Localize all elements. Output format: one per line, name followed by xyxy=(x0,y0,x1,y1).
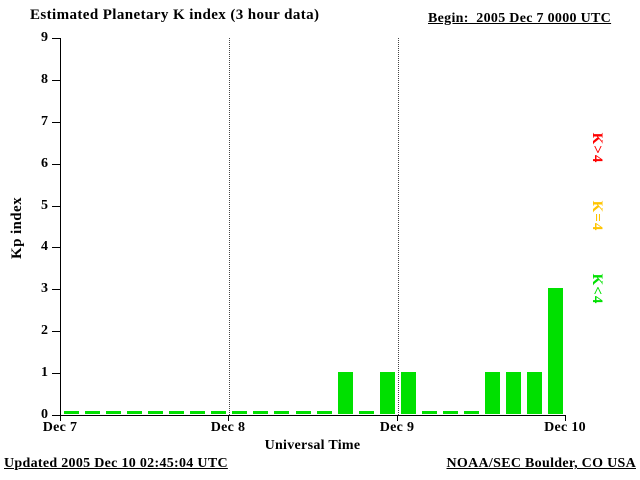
legend-k-gt-4: K>4 xyxy=(589,132,605,164)
kp-bar xyxy=(316,411,332,414)
kp-bar xyxy=(106,411,122,414)
y-tick xyxy=(52,247,60,248)
x-tick xyxy=(397,416,398,421)
x-tick-label: Dec 9 xyxy=(379,420,415,435)
y-tick-label: 6 xyxy=(41,156,48,171)
kp-bar xyxy=(358,411,374,414)
y-tick xyxy=(52,164,60,165)
y-tick-label: 5 xyxy=(41,198,48,213)
kp-bar xyxy=(190,411,206,414)
y-tick-label: 3 xyxy=(41,281,48,296)
legend-k-eq-4: K=4 xyxy=(589,200,605,232)
x-tick-label: Dec 8 xyxy=(210,420,246,435)
y-tick xyxy=(52,80,60,81)
kp-bar xyxy=(148,411,164,414)
kp-bar xyxy=(421,411,437,414)
kp-bar xyxy=(169,411,185,414)
kp-bar xyxy=(127,411,143,414)
x-tick xyxy=(565,416,566,421)
kp-bar xyxy=(337,372,353,414)
kp-bar xyxy=(548,288,563,414)
kp-bar xyxy=(526,372,542,414)
kp-bar xyxy=(232,411,248,414)
y-tick xyxy=(52,38,60,39)
kp-bar xyxy=(484,372,500,414)
kp-bar xyxy=(253,411,269,414)
kp-bar xyxy=(211,411,227,414)
legend-k-lt-4: K<4 xyxy=(589,273,605,305)
x-tick xyxy=(228,416,229,421)
y-tick xyxy=(52,122,60,123)
chart-title: Estimated Planetary K index (3 hour data… xyxy=(30,7,320,23)
kp-bar xyxy=(379,372,395,414)
begin-label: Begin: 2005 Dec 7 0000 UTC xyxy=(428,11,612,26)
day-gridline xyxy=(229,38,231,415)
credit-label: NOAA/SEC Boulder, CO USA xyxy=(446,456,636,471)
y-tick-label: 0 xyxy=(41,407,48,422)
kp-bar xyxy=(295,411,311,414)
x-tick xyxy=(60,416,61,421)
y-tick-label: 2 xyxy=(41,323,48,338)
kp-bar xyxy=(463,411,479,414)
y-tick-label: 9 xyxy=(41,30,48,45)
kp-bar xyxy=(274,411,290,414)
day-gridline xyxy=(397,38,399,415)
y-tick-label: 1 xyxy=(41,365,48,380)
y-tick-label: 8 xyxy=(41,72,48,87)
y-tick-label: 7 xyxy=(41,114,48,129)
y-tick xyxy=(52,373,60,374)
kp-bar xyxy=(400,372,416,414)
y-tick-label: 4 xyxy=(41,239,48,254)
kp-bar xyxy=(85,411,101,414)
x-tick-label: Dec 10 xyxy=(544,420,586,435)
y-tick xyxy=(52,331,60,332)
kp-bar xyxy=(442,411,458,414)
updated-timestamp: Updated 2005 Dec 10 02:45:04 UTC xyxy=(4,456,228,471)
kp-bar xyxy=(64,411,79,414)
y-tick xyxy=(52,206,60,207)
y-tick xyxy=(52,415,60,416)
y-tick xyxy=(52,289,60,290)
kp-bar xyxy=(505,372,521,414)
plot-area xyxy=(60,38,566,416)
x-axis-title: Universal Time xyxy=(264,438,361,453)
x-tick-label: Dec 7 xyxy=(42,420,78,435)
